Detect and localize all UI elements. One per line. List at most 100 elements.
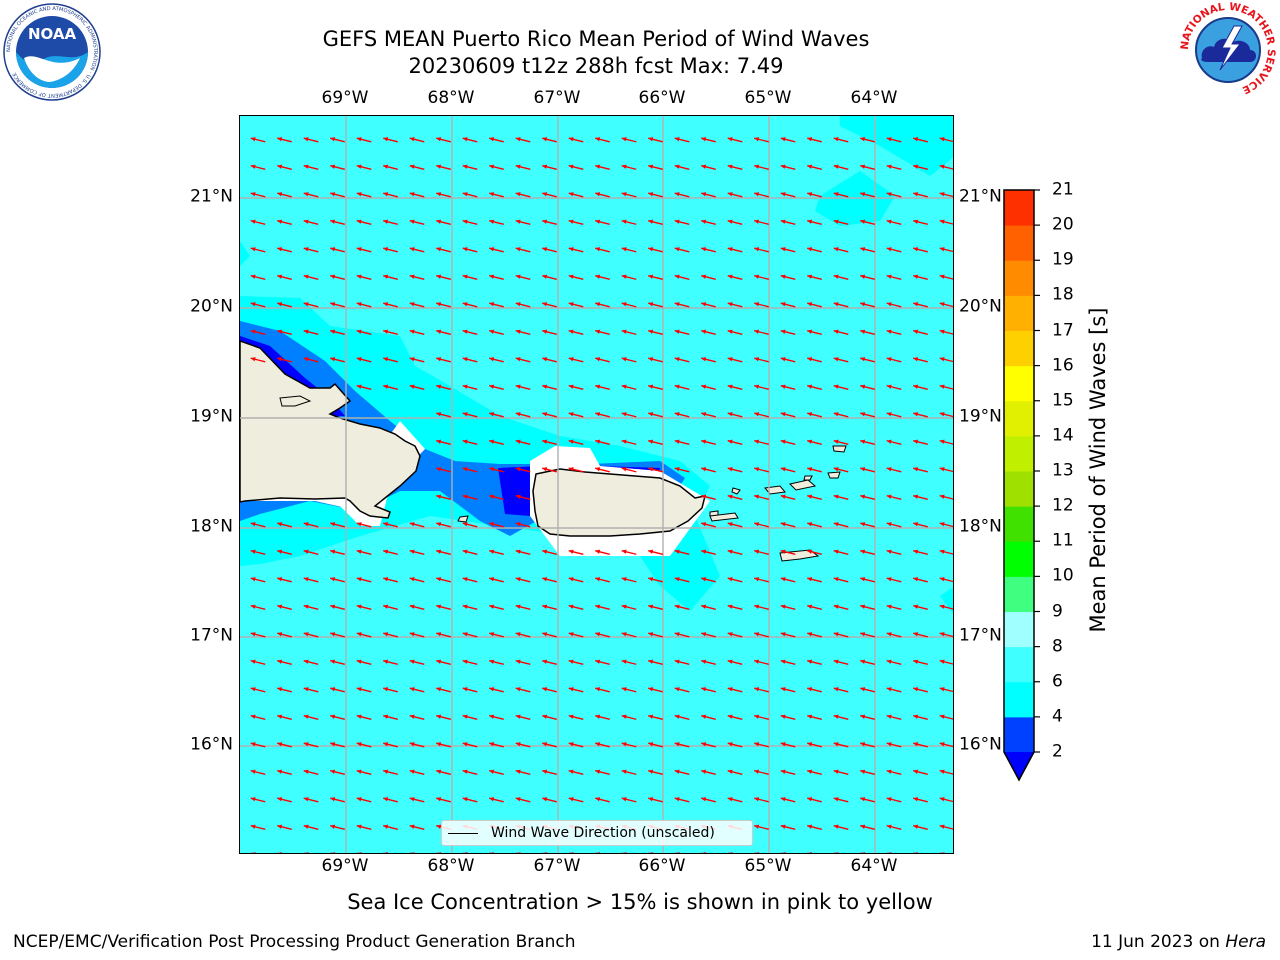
wind-wave-arrowhead xyxy=(542,357,548,362)
wind-wave-arrowhead xyxy=(383,549,389,554)
colorbar-segment xyxy=(1004,435,1034,472)
wind-wave-arrowhead xyxy=(939,384,945,389)
wind-wave-arrowhead xyxy=(674,714,680,719)
wind-wave-arrowhead xyxy=(728,852,733,853)
colorbar-outline xyxy=(1003,189,1035,782)
wind-wave-arrowhead xyxy=(303,714,309,719)
wind-wave-arrowhead xyxy=(356,687,362,692)
wind-wave-arrowhead xyxy=(754,687,760,692)
wind-wave-arrowhead xyxy=(250,659,256,664)
wind-wave-arrowhead xyxy=(886,577,892,582)
wind-wave-arrowhead xyxy=(489,604,495,609)
wind-wave-arrowhead xyxy=(330,577,336,582)
wind-wave-arrowhead xyxy=(940,852,945,853)
wind-wave-arrowhead xyxy=(674,412,680,417)
wind-wave-arrowhead xyxy=(515,604,521,609)
wind-wave-arrowhead xyxy=(463,852,468,853)
wind-wave-arrowhead xyxy=(462,274,468,279)
wind-wave-arrowhead xyxy=(674,439,680,444)
wind-wave-arrowhead xyxy=(595,219,601,224)
wind-wave-arrowhead xyxy=(939,522,945,527)
wind-wave-arrowhead xyxy=(515,384,521,389)
wind-wave-arrowhead xyxy=(780,274,786,279)
wind-wave-arrowhead xyxy=(489,467,495,472)
wind-wave-arrowhead xyxy=(860,687,866,692)
wind-wave-arrowhead xyxy=(621,467,627,472)
wind-wave-arrowhead xyxy=(648,439,654,444)
wind-wave-arrowhead xyxy=(887,852,892,853)
wind-wave-arrowhead xyxy=(727,439,733,444)
wind-wave-arrowhead xyxy=(701,467,707,472)
wind-wave-arrowhead xyxy=(674,467,680,472)
wind-wave-arrow xyxy=(701,852,704,853)
wind-wave-arrowhead xyxy=(621,769,627,774)
wind-wave-arrowhead xyxy=(621,384,627,389)
wind-wave-arrowhead xyxy=(780,797,786,802)
wind-wave-arrowhead xyxy=(622,852,627,853)
wind-wave-arrowhead xyxy=(542,632,548,637)
wind-wave-arrowhead xyxy=(886,412,892,417)
wind-wave-arrowhead xyxy=(833,824,839,829)
colorbar-segment xyxy=(1004,506,1034,542)
wind-wave-arrowhead xyxy=(436,247,442,252)
wind-wave-arrowhead xyxy=(727,742,733,747)
wind-wave-arrowhead xyxy=(436,274,442,279)
wind-wave-arrowhead xyxy=(568,549,574,554)
wind-wave-arrowhead xyxy=(515,247,521,252)
wind-wave-arrowhead xyxy=(409,659,415,664)
wind-wave-arrowhead xyxy=(727,274,733,279)
wind-wave-arrowhead xyxy=(409,824,415,829)
wind-wave-arrowhead xyxy=(357,852,362,853)
wind-wave-arrowhead xyxy=(303,769,309,774)
wind-wave-arrowhead xyxy=(754,247,760,252)
wind-wave-arrowhead xyxy=(330,769,336,774)
wind-wave-arrowhead xyxy=(436,549,442,554)
wind-wave-arrowhead xyxy=(515,769,521,774)
island xyxy=(279,395,312,407)
wind-wave-arrowhead xyxy=(754,604,760,609)
map-panel[interactable]: Wind Wave Direction (unscaled) xyxy=(239,115,954,854)
wind-wave-arrowhead xyxy=(727,302,733,307)
wind-wave-arrowhead xyxy=(780,714,786,719)
wind-wave-arrowhead xyxy=(250,797,256,802)
wind-wave-arrowhead xyxy=(939,659,945,664)
wind-wave-arrowhead xyxy=(727,604,733,609)
wind-wave-arrowhead xyxy=(727,797,733,802)
wind-wave-arrowhead xyxy=(595,137,601,142)
wind-wave-arrowhead xyxy=(542,274,548,279)
wind-wave-arrowhead xyxy=(701,797,707,802)
wind-wave-arrowhead xyxy=(568,742,574,747)
wind-wave-arrowhead xyxy=(542,467,548,472)
wind-wave-arrowhead xyxy=(436,329,442,334)
wind-wave-arrowhead xyxy=(886,219,892,224)
wind-wave-arrowhead xyxy=(383,357,389,362)
wind-wave-arrowhead xyxy=(648,384,654,389)
wind-wave-arrowhead xyxy=(621,274,627,279)
wind-wave-arrowhead xyxy=(648,604,654,609)
wind-wave-arrowhead xyxy=(754,439,760,444)
wind-wave-arrowhead xyxy=(939,247,945,252)
wind-wave-arrowhead xyxy=(913,549,919,554)
map-subtitle: 20230609 t12z 288h fcst Max: 7.49 xyxy=(408,54,784,78)
wind-wave-arrowhead xyxy=(754,769,760,774)
island-mona xyxy=(457,515,469,523)
wind-wave-arrowhead xyxy=(913,769,919,774)
wind-wave-arrowhead xyxy=(754,192,760,197)
lat-tick-right: 17°N xyxy=(959,625,1002,646)
wind-wave-arrowhead xyxy=(701,714,707,719)
wind-wave-arrowhead xyxy=(886,357,892,362)
wind-wave-arrowhead xyxy=(807,742,813,747)
wind-wave-arrowhead xyxy=(568,687,574,692)
wind-wave-arrowhead xyxy=(860,357,866,362)
wind-wave-arrowhead xyxy=(542,769,548,774)
wind-wave-arrowhead xyxy=(330,302,336,307)
wind-wave-arrowhead xyxy=(648,412,654,417)
wind-wave-arrowhead xyxy=(462,467,468,472)
wind-wave-arrow xyxy=(860,852,863,853)
wind-wave-arrowhead xyxy=(303,659,309,664)
wind-wave-arrowhead xyxy=(648,192,654,197)
wind-wave-arrowhead xyxy=(886,329,892,334)
wind-wave-arrowhead xyxy=(621,797,627,802)
wind-wave-arrowhead xyxy=(489,412,495,417)
wind-wave-arrow xyxy=(436,852,439,853)
